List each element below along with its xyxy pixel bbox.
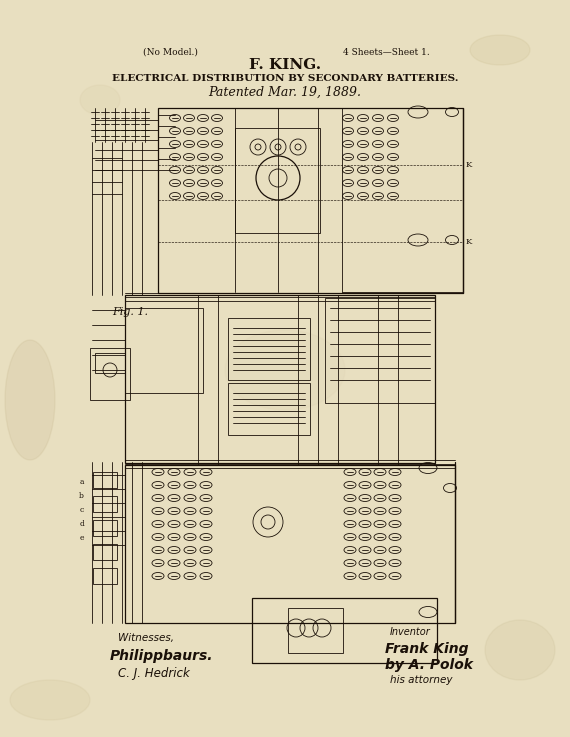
Bar <box>228 383 310 435</box>
Text: Witnesses,: Witnesses, <box>118 633 174 643</box>
Text: (No Model.): (No Model.) <box>143 47 198 57</box>
Text: ELECTRICAL DISTRIBUTION BY SECONDARY BATTERIES.: ELECTRICAL DISTRIBUTION BY SECONDARY BAT… <box>112 74 458 83</box>
Text: Philippbaurs.: Philippbaurs. <box>110 649 214 663</box>
Ellipse shape <box>80 85 120 115</box>
Text: Inventor: Inventor <box>390 627 431 637</box>
Text: C. J. Hedrick: C. J. Hedrick <box>118 666 190 680</box>
Ellipse shape <box>485 620 555 680</box>
Text: a: a <box>79 478 84 486</box>
Ellipse shape <box>225 330 345 410</box>
Bar <box>93 568 117 584</box>
Text: Frank King: Frank King <box>385 642 469 656</box>
Text: e: e <box>79 534 84 542</box>
Text: Patented Mar. 19, 1889.: Patented Mar. 19, 1889. <box>209 85 361 99</box>
Text: d: d <box>79 520 84 528</box>
Bar <box>93 544 117 560</box>
Bar <box>93 520 117 536</box>
Bar <box>93 496 117 512</box>
Text: his attorney: his attorney <box>390 675 453 685</box>
Bar <box>252 598 437 663</box>
Text: Fig. 1.: Fig. 1. <box>112 307 148 317</box>
Bar <box>325 298 435 403</box>
Text: F. KING.: F. KING. <box>249 58 321 72</box>
Text: K: K <box>466 161 473 169</box>
Bar <box>90 348 130 400</box>
Text: b: b <box>79 492 84 500</box>
Bar <box>288 608 343 653</box>
Bar <box>158 108 463 293</box>
Bar <box>93 472 117 488</box>
Bar <box>95 353 125 373</box>
Bar <box>125 308 203 393</box>
Bar <box>228 318 310 380</box>
Ellipse shape <box>10 680 90 720</box>
Ellipse shape <box>470 35 530 65</box>
Ellipse shape <box>5 340 55 460</box>
Bar <box>125 295 435 463</box>
Text: 4 Sheets—Sheet 1.: 4 Sheets—Sheet 1. <box>343 47 430 57</box>
Text: K: K <box>466 238 473 246</box>
Bar <box>125 465 455 623</box>
Text: c: c <box>80 506 84 514</box>
Text: by A. Polok: by A. Polok <box>385 658 473 672</box>
Bar <box>235 128 320 233</box>
